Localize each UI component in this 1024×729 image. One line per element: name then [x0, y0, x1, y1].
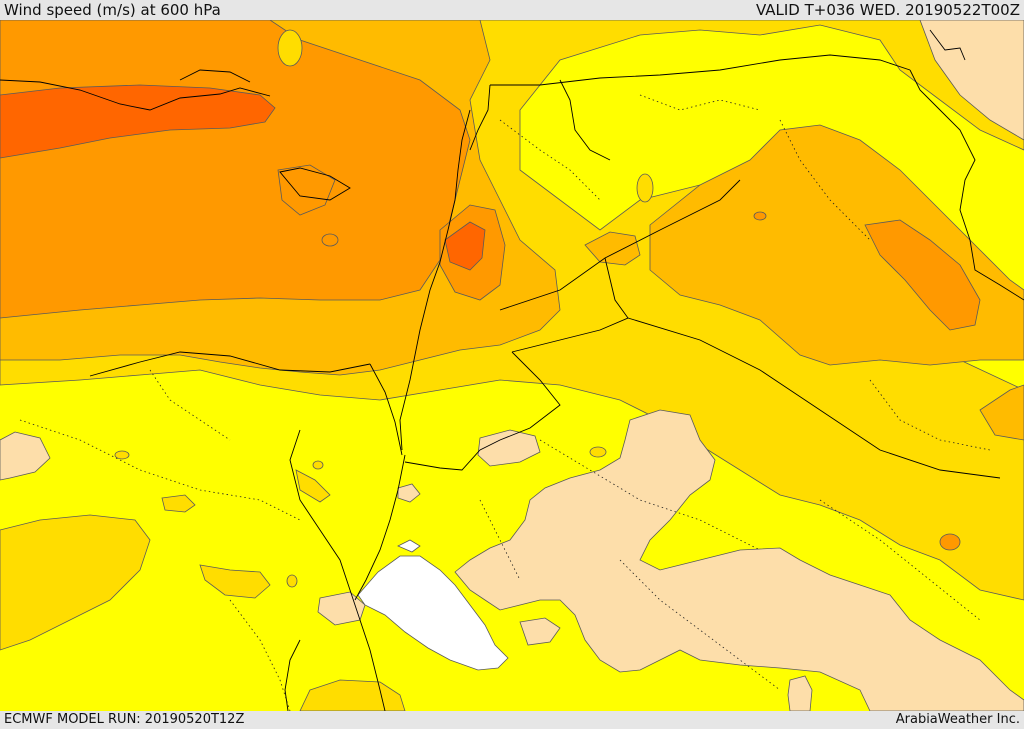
valid-time: VALID T+036 WED. 20190522T00Z: [755, 1, 1020, 19]
model-run: ECMWF MODEL RUN: 20190520T12Z: [4, 712, 245, 727]
credit: ArabiaWeather Inc.: [895, 712, 1020, 727]
admin-boundaries: [19, 94, 991, 711]
country-borders: [369, 54, 1024, 479]
map-title: Wind speed (m/s) at 600 hPa: [4, 1, 221, 19]
contour-islands: [114, 29, 654, 588]
dark-orange-band: [0, 84, 486, 271]
tan-band: [0, 20, 1024, 711]
contour-islands-orange: [321, 211, 961, 551]
wind-speed-map: [0, 20, 1024, 711]
map-footer: ECMWF MODEL RUN: 20190520T12Z ArabiaWeat…: [0, 711, 1024, 729]
coastlines: [0, 29, 966, 711]
map-header: Wind speed (m/s) at 600 hPa VALID T+036 …: [0, 0, 1024, 20]
calm-region: [357, 539, 509, 671]
